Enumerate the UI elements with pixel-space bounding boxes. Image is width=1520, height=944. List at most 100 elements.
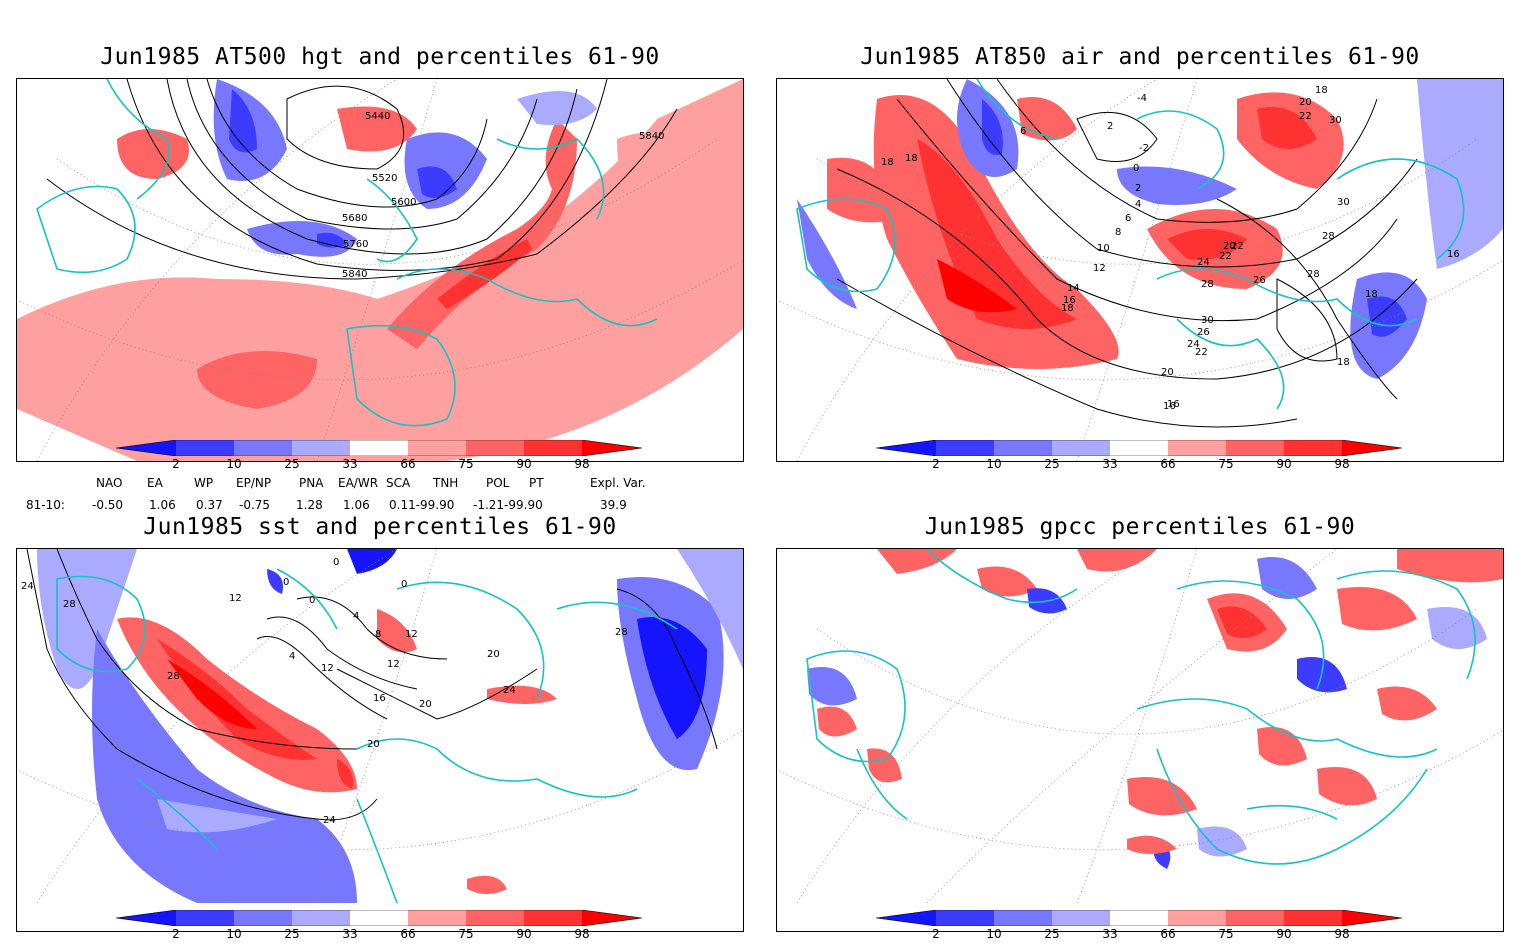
contour-label: 4	[353, 611, 359, 622]
contour-label: 4	[289, 651, 295, 662]
colorbar-label: 90	[516, 927, 532, 941]
contour-label: 20	[487, 649, 500, 660]
contour-labels: 5440 5520 5600 5680 5760 5840 5840	[342, 111, 664, 280]
colorbar-label: 90	[1276, 927, 1292, 941]
hgt500-map: 5440 5520 5600 5680 5760 5840 5840	[17, 79, 743, 461]
colorbar-panel-1: 2 10 25 33 66 75 90 98	[116, 440, 646, 474]
contour-label: 8	[1115, 227, 1121, 238]
sst-map: 24 28 28 12 0 0 0 0 4 8 4 12 16 20 20 20…	[17, 549, 743, 903]
colorbar-label: 75	[458, 927, 474, 941]
colorbar-label: 75	[1218, 457, 1234, 471]
contour-label: 22	[1299, 111, 1312, 122]
map-panel-air850: -4 -2 0 2 2 4 6 6 8 10 12 14 16 18 18 18…	[776, 78, 1504, 462]
contour-label: 0	[1133, 163, 1139, 174]
contour-label: 28	[615, 627, 628, 638]
contour-label: 26	[1253, 275, 1266, 286]
colorbar-label: 90	[516, 457, 532, 471]
map-panel-sst: 24 28 28 12 0 0 0 0 4 8 4 12 16 20 20 20…	[16, 548, 744, 932]
contour-label: 20	[367, 739, 380, 750]
index-header: PNA	[299, 476, 324, 490]
contour-label: 0	[283, 577, 289, 588]
contour-label: 5840	[639, 131, 664, 142]
contour-label: 16	[373, 693, 386, 704]
contour-label: 26	[1197, 327, 1210, 338]
contour-label: 28	[1322, 231, 1335, 242]
contour-label: 28	[1201, 279, 1214, 290]
contour-label: 30	[1337, 197, 1350, 208]
contour-label: 28	[167, 671, 180, 682]
index-header: NAO	[96, 476, 123, 490]
contour-label: 6	[1020, 126, 1026, 137]
panel-2-title: Jun1985 AT850 air and percentiles 61-90	[860, 44, 1420, 70]
contour-label: 24	[503, 685, 516, 696]
contour-label: 30	[1329, 115, 1342, 126]
index-header: EA/WR	[338, 476, 379, 490]
contour-label: 2	[1135, 183, 1141, 194]
colorbar-label: 33	[342, 457, 358, 471]
contour-label: 20	[1299, 97, 1312, 108]
colorbar-label: 90	[1276, 457, 1292, 471]
contour-label: 5680	[342, 213, 367, 224]
contour-label: 16	[1447, 249, 1460, 260]
colorbar-label: 98	[1334, 457, 1350, 471]
above-normal-shading	[17, 79, 743, 461]
colorbar-label: 2	[172, 927, 180, 941]
colorbar-label: 75	[1218, 927, 1234, 941]
contour-label: 5600	[391, 197, 416, 208]
contour-label: 18	[1315, 85, 1328, 96]
index-header: EA	[147, 476, 163, 490]
colorbar-label: 33	[1102, 927, 1118, 941]
map-panel-hgt500: 5440 5520 5600 5680 5760 5840 5840	[16, 78, 744, 462]
contour-label: 18	[881, 157, 894, 168]
index-header: SCA	[386, 476, 411, 490]
contour-label: 16	[1163, 401, 1176, 412]
contour-label: 5440	[365, 111, 390, 122]
contour-label: 22	[1195, 347, 1208, 358]
contour-label: 5840	[342, 269, 367, 280]
contour-label: 18	[905, 153, 918, 164]
colorbar-label: 25	[284, 457, 300, 471]
panel-3-title: Jun1985 sst and percentiles 61-90	[143, 514, 617, 540]
contour-label: 18	[1337, 357, 1350, 368]
contour-label: 18	[1365, 289, 1378, 300]
contour-label: 22	[1219, 251, 1232, 262]
contour-label: 20	[419, 699, 432, 710]
colorbar-label: 25	[284, 927, 300, 941]
index-value: -0.50	[92, 498, 124, 512]
contour-label: 14	[1067, 283, 1080, 294]
colorbar-label: 33	[342, 927, 358, 941]
panel-4-title: Jun1985 gpcc percentiles 61-90	[924, 514, 1356, 540]
colorbar-label: 2	[172, 457, 180, 471]
contour-label: 12	[229, 593, 242, 604]
gpcc-map	[777, 549, 1503, 903]
colorbar-label: 10	[986, 927, 1002, 941]
contour-label: 12	[387, 659, 400, 670]
contour-label: 10	[1097, 243, 1110, 254]
index-header: EP/NP	[236, 476, 272, 490]
colorbar-label: 98	[574, 927, 590, 941]
index-header: PT	[529, 476, 544, 490]
contour-label: 22	[1231, 241, 1244, 252]
contour-label: 24	[323, 815, 336, 826]
colorbar-label: 10	[226, 927, 242, 941]
index-value: 1.28	[296, 498, 323, 512]
contour-label: 18	[1061, 303, 1074, 314]
contour-label: 6	[1125, 213, 1131, 224]
colorbar-label: 98	[574, 457, 590, 471]
contour-label: 12	[405, 629, 418, 640]
index-value: 0.37	[196, 498, 223, 512]
index-header: Expl. Var.	[590, 476, 646, 490]
contour-label: 12	[1093, 263, 1106, 274]
index-value: -1.21-99.90	[473, 498, 543, 512]
map-panel-gpcc	[776, 548, 1504, 932]
index-value: 1.06	[343, 498, 370, 512]
colorbar-label: 25	[1044, 927, 1060, 941]
contour-label: 2	[1107, 121, 1113, 132]
colorbar-label: 66	[1160, 927, 1176, 941]
contour-label: -4	[1137, 93, 1147, 104]
index-header: TNH	[433, 476, 459, 490]
index-value: 0.11-99.90	[389, 498, 455, 512]
contour-label: 0	[401, 579, 407, 590]
air850-map: -4 -2 0 2 2 4 6 6 8 10 12 14 16 18 18 18…	[777, 79, 1503, 461]
index-row-label: 81-10:	[26, 498, 65, 512]
